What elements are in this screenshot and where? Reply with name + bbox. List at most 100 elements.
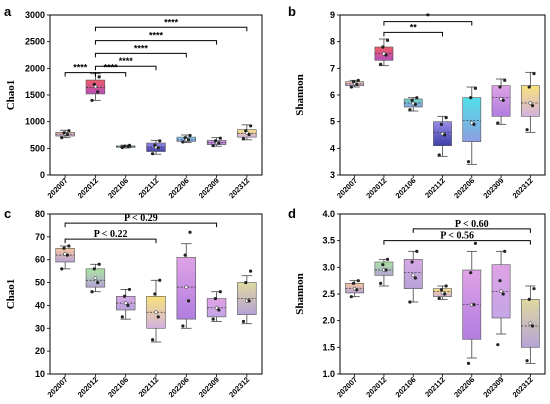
data-point [122,294,127,298]
y-axis-label: Shannon [294,74,306,116]
significance-label: P < 0.56 [440,231,474,242]
data-point [503,249,507,253]
data-point [498,279,502,283]
x-tick-label: 202206 [167,176,191,200]
y-tick-label: 9 [330,10,335,20]
bracket-line [383,31,443,37]
x-tick-label: 202112 [137,375,161,399]
x-tick-label: 202106 [394,176,418,200]
data-point [183,253,187,257]
significance-bracket: **** [94,43,187,58]
x-tick-label: 202007 [45,375,69,399]
bracket-line [64,238,157,244]
y-tick-label: 3 [330,170,335,180]
data-point [181,140,185,144]
data-point [211,144,215,148]
bracket-line [94,26,248,32]
significance-label: ** [410,22,418,32]
box-202309 [206,290,227,322]
y-tick-label: 2.0 [322,316,335,326]
x-tick-label: 202309 [481,375,505,399]
box-202012 [85,73,106,102]
data-point [527,85,531,89]
x-tick-label: 202106 [394,375,418,399]
bracket-line [383,21,473,26]
y-tick-label: 70 [35,232,45,242]
bracket-line [64,222,218,228]
x-tick-label: 202312 [227,375,251,399]
data-point [439,122,444,126]
bracket-line [94,72,127,77]
data-point [410,98,414,102]
data-point [466,160,471,164]
y-axis-label: Chao1 [5,279,17,310]
data-point [530,104,535,108]
significance-label: P < 0.29 [124,213,158,224]
x-tick-label: 202106 [106,375,130,399]
data-point [65,253,69,257]
y-tick-label: 10 [35,369,45,379]
mean-marker [154,310,158,315]
box-202012 [85,262,106,294]
significance-label: **** [164,17,179,27]
data-point [249,269,253,273]
mean-marker [528,101,533,105]
box-202007 [55,129,75,140]
x-tick-label: 202007 [335,375,359,399]
data-point [126,303,130,308]
significance-bracket: ** [383,22,443,37]
data-point [473,241,478,245]
mean-marker [411,273,416,278]
data-point [65,132,69,137]
data-point [218,290,222,294]
panel-d: d Shannon 1.0 1.5 2.0 2.5 3.0 3.5 4.0 202007 20201… [288,206,546,399]
bracket-line [94,52,187,58]
x-tick-label: 202312 [511,375,535,399]
data-point [244,129,248,133]
significance-bracket: **** [94,63,127,77]
x-tick-label: 202206 [167,375,191,399]
y-tick-label: 1.5 [322,342,335,352]
box-202206 [462,86,482,165]
data-point [413,276,417,280]
data-point [498,85,502,89]
data-point [211,317,215,321]
box-202012 [374,257,394,287]
x-tick-label: 202112 [137,176,161,200]
significance-bracket: * [383,12,473,26]
data-point [151,152,155,156]
box-202309 [491,249,511,347]
data-point [381,263,385,267]
y-tick-label: 50 [35,278,45,288]
data-point [249,124,253,128]
x-tick-label: 202106 [106,176,130,200]
data-point [496,343,500,347]
y-axis-label: Chao1 [5,80,17,111]
data-point [351,80,356,84]
bracket-line [94,65,157,71]
y-tick-label: 1500 [25,90,45,100]
box-202112 [146,139,166,156]
box-202312 [520,285,540,364]
data-point [413,102,417,106]
data-point [437,296,441,300]
box-202106 [403,96,423,112]
data-point [444,116,448,120]
data-point [90,290,94,294]
data-point [351,281,356,285]
y-tick-label: 3.5 [322,236,335,246]
x-tick-label: 202112 [423,375,447,399]
x-tick-label: 202312 [511,176,535,200]
bracket-line [64,72,96,77]
box-202106 [116,143,136,150]
significance-label: **** [104,63,119,73]
box-202007 [345,78,365,89]
data-point [525,128,529,132]
data-point [127,287,132,292]
x-tick-label: 202007 [45,176,69,200]
data-point [356,279,360,283]
y-tick-label: 60 [35,255,45,265]
x-tick-label: 202206 [452,375,476,399]
data-point [381,45,385,49]
